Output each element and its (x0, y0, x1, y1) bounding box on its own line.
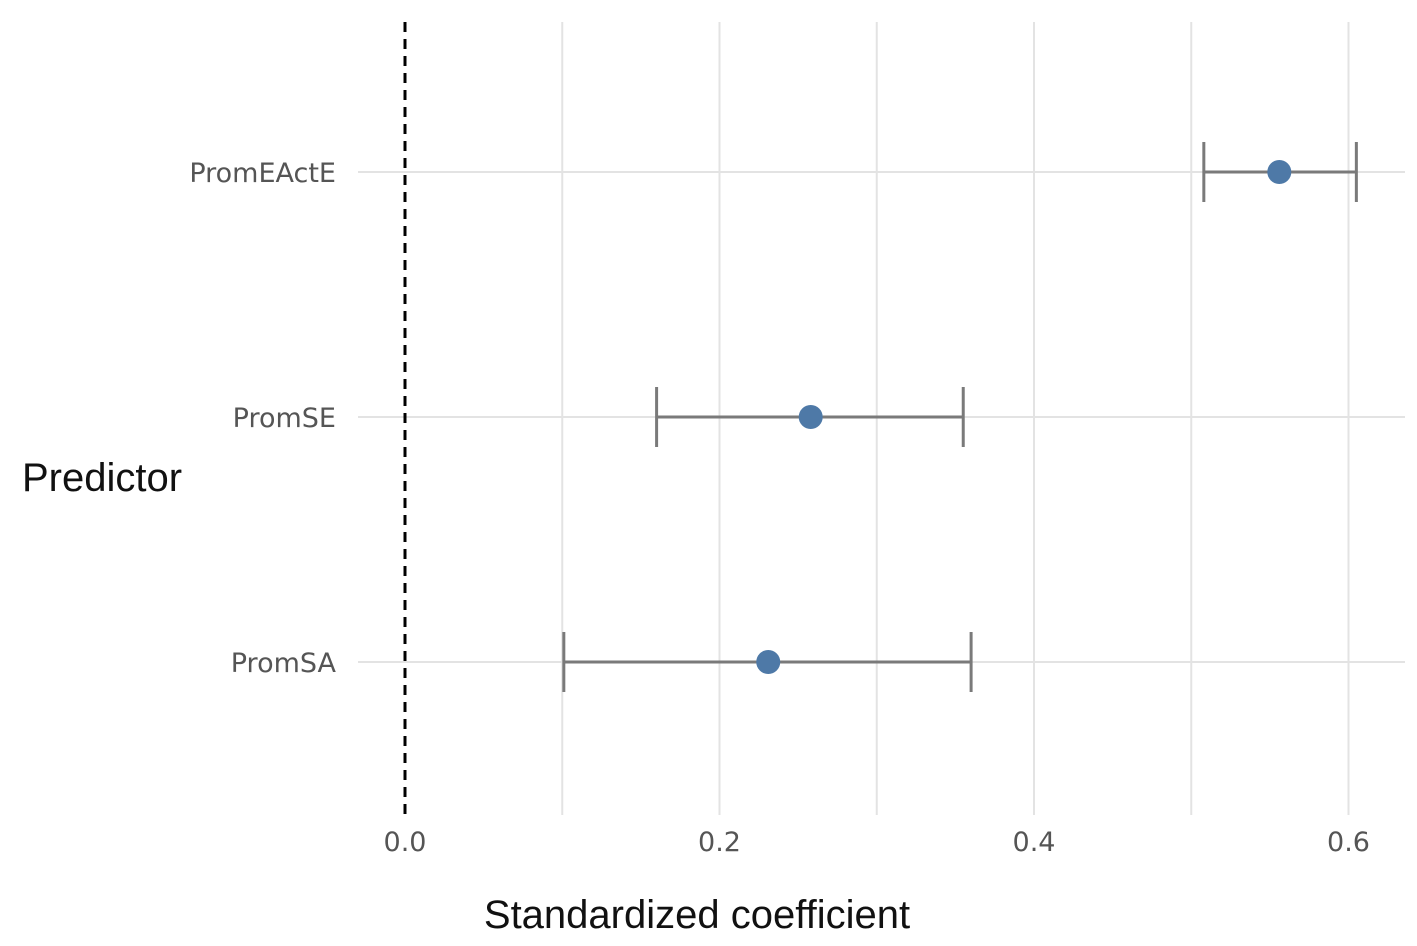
y-tick-label: PromEActE (189, 158, 336, 189)
y-tick-labels: PromEActE PromSE PromSA (189, 158, 336, 679)
coefficient-point (1267, 160, 1292, 184)
y-axis-title: Predictor (22, 456, 182, 500)
coefficient-point (798, 405, 823, 429)
y-tick-label: PromSA (231, 648, 337, 679)
x-tick-label: 0.4 (1013, 827, 1056, 858)
x-tick-label: 0.2 (698, 827, 741, 858)
x-tick-label: 0.6 (1327, 827, 1370, 858)
points (756, 160, 1292, 674)
x-tick-labels: 0.0 0.2 0.4 0.6 (384, 827, 1370, 858)
y-tick-label: PromSE (233, 403, 336, 434)
coefficient-point (756, 650, 781, 674)
x-axis-title: Standardized coefficient (484, 893, 910, 937)
x-tick-label: 0.0 (384, 827, 427, 858)
